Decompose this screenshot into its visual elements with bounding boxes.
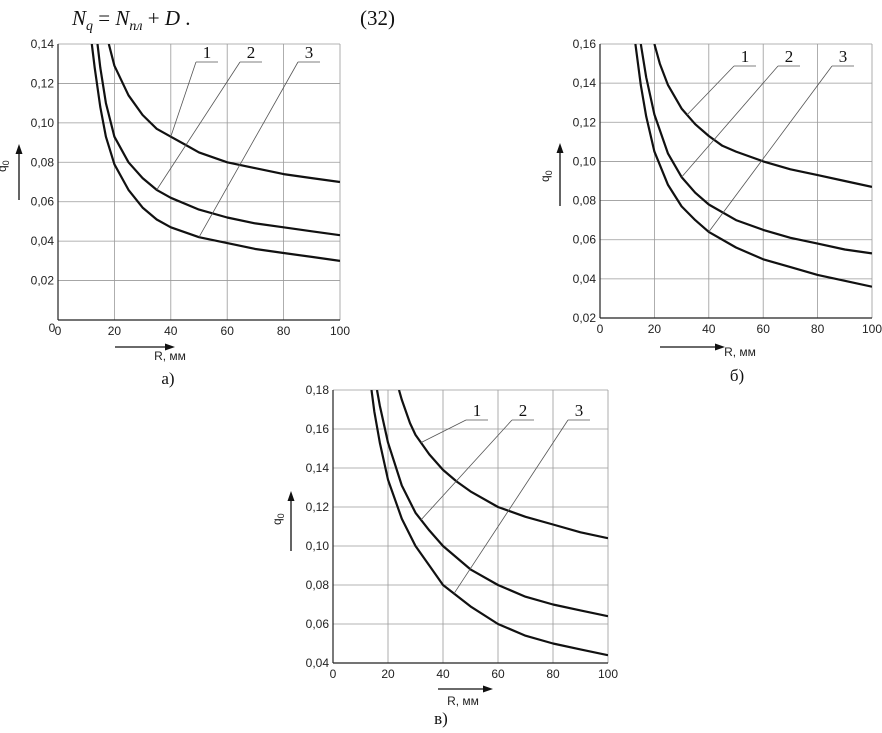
y-tick-label: 0,14 (573, 76, 597, 90)
leader-line (156, 61, 241, 191)
series-curve-1 (397, 390, 608, 540)
x-tick-label: 20 (108, 324, 122, 338)
x-tick-label: 40 (436, 667, 450, 681)
series-curve-3 (634, 44, 872, 288)
leader-line (453, 419, 569, 594)
y-tick-label: 0,16 (573, 37, 597, 51)
series-curve-2 (375, 390, 608, 618)
origin-label: 0 (49, 321, 56, 335)
formula-lhs-sub: q (86, 19, 94, 35)
x-axis-label: R, мм (154, 349, 186, 363)
x-tick-label: 40 (164, 324, 178, 338)
x-axis-label: R, мм (447, 694, 479, 708)
formula-line: Nq = Nпл + D . (32) (0, 0, 882, 40)
leader-line (420, 419, 513, 521)
curve-label: 3 (839, 47, 848, 66)
y-tick-label: 0,08 (31, 155, 55, 169)
formula-plus: + (142, 6, 165, 30)
formula-term1-sub: пл (129, 19, 143, 35)
curve-label: 1 (473, 401, 482, 420)
series-curve-1 (107, 44, 340, 184)
y-tick-label: 0,04 (31, 234, 55, 248)
curve-label: 3 (305, 43, 314, 62)
y-tick-label: 0,08 (306, 578, 330, 592)
x-tick-label: 100 (598, 667, 618, 681)
y-tick-label: 0,10 (573, 154, 597, 168)
y-label-arrow-head (556, 143, 564, 153)
curve-label: 2 (247, 43, 256, 62)
formula-term2: D (164, 6, 180, 30)
y-tick-label: 0,02 (573, 311, 597, 325)
leader-line (170, 61, 197, 137)
curve-label: 1 (741, 47, 750, 66)
x-tick-label: 0 (330, 667, 337, 681)
y-tick-label: 0,12 (31, 76, 55, 90)
x-tick-label: 80 (277, 324, 291, 338)
series-curve-3 (90, 44, 340, 262)
x-tick-label: 80 (811, 322, 825, 336)
curve-label: 1 (203, 43, 212, 62)
curve-label: 2 (785, 47, 794, 66)
y-tick-label: 0,06 (306, 617, 330, 631)
curve-label: 2 (519, 401, 528, 420)
y-tick-label: 0,08 (573, 194, 597, 208)
x-tick-label: 60 (757, 322, 771, 336)
leader-line (681, 65, 779, 178)
x-tick-label: 60 (491, 667, 505, 681)
x-tick-label: 0 (55, 324, 62, 338)
series-curve-3 (370, 390, 608, 657)
x-tick-label: 100 (330, 324, 350, 338)
y-tick-label: 0,12 (306, 500, 330, 514)
y-tick-label: 0,06 (573, 233, 597, 247)
y-tick-label: 0,10 (306, 539, 330, 553)
y-tick-label: 0,14 (31, 37, 55, 51)
panel-label: в) (434, 709, 448, 728)
leader-line (708, 65, 833, 233)
y-tick-label: 0,02 (31, 274, 55, 288)
x-tick-label: 0 (597, 322, 604, 336)
x-label-arrow-head (715, 343, 725, 351)
formula-dot: . (180, 6, 191, 30)
y-axis-label: q0 (270, 513, 286, 525)
series-curve-2 (639, 44, 872, 255)
panel-label: б) (730, 366, 744, 385)
y-tick-label: 0,18 (306, 383, 330, 397)
formula: Nq = Nпл + D . (72, 6, 191, 35)
y-tick-label: 0,04 (573, 272, 597, 286)
x-label-arrow-head (165, 343, 175, 351)
series-curve-1 (653, 44, 872, 188)
leader-line (420, 419, 467, 444)
series-curve-2 (96, 44, 340, 237)
y-axis-label: q0 (0, 160, 11, 172)
y-tick-label: 0,16 (306, 422, 330, 436)
formula-term1: N (115, 6, 130, 30)
x-tick-label: 60 (221, 324, 235, 338)
equation-number: (32) (360, 6, 395, 30)
y-tick-label: 0,06 (31, 195, 55, 209)
x-tick-label: 80 (546, 667, 560, 681)
panel-label: а) (161, 369, 174, 388)
x-axis-label: R, мм (724, 345, 756, 359)
curve-label: 3 (575, 401, 584, 420)
leader-line (198, 61, 299, 238)
y-tick-label: 0,10 (31, 116, 55, 130)
x-tick-label: 20 (648, 322, 662, 336)
x-tick-label: 100 (862, 322, 882, 336)
x-tick-label: 20 (381, 667, 395, 681)
x-label-arrow-head (483, 685, 493, 693)
x-tick-label: 40 (702, 322, 716, 336)
y-tick-label: 0,12 (573, 115, 597, 129)
y-label-arrow-head (15, 144, 23, 154)
y-tick-label: 0,14 (306, 461, 330, 475)
formula-equals: = (93, 6, 116, 30)
y-axis-label: q0 (538, 170, 554, 182)
y-tick-label: 0,04 (306, 656, 330, 670)
y-label-arrow-head (287, 491, 295, 501)
formula-lhs: N (72, 6, 87, 30)
leader-line (686, 65, 735, 116)
